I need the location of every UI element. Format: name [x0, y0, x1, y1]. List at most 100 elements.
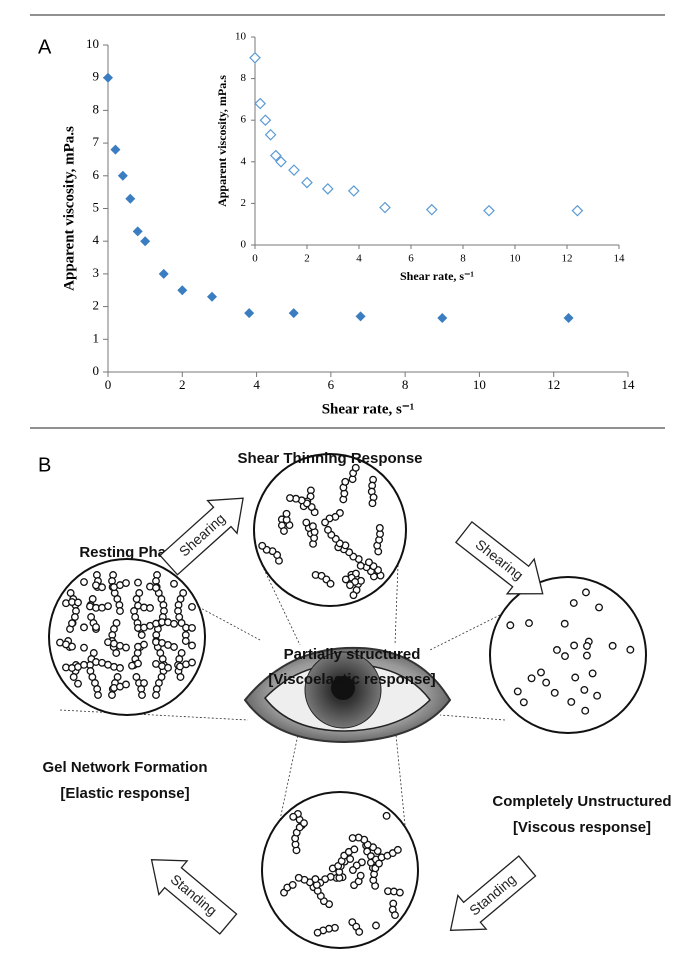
bead	[74, 598, 82, 607]
x-tick-label: 12	[547, 377, 560, 392]
arrow: Shearing	[159, 497, 244, 576]
bead	[152, 583, 160, 592]
connector	[429, 614, 501, 651]
bead	[372, 921, 380, 930]
bead	[137, 631, 146, 639]
arrow-shape	[159, 497, 244, 576]
bead	[506, 621, 515, 630]
x-tick-label: 0	[105, 377, 112, 392]
bead	[570, 641, 579, 650]
bead	[569, 599, 578, 607]
bead	[140, 640, 148, 649]
state-label: Completely Unstructured	[492, 793, 671, 810]
connector	[394, 564, 399, 646]
bead	[560, 619, 569, 628]
x-tick-label: 0	[252, 253, 258, 265]
bead	[375, 524, 384, 532]
x-tick-label: 14	[622, 377, 636, 392]
state-label: Resting Phase	[79, 544, 182, 561]
bead	[346, 855, 355, 863]
bead	[580, 685, 589, 694]
bead	[188, 658, 196, 667]
point	[288, 164, 300, 176]
pupil	[331, 676, 355, 700]
point	[259, 114, 272, 127]
bead	[311, 875, 320, 884]
arrow: Standing	[150, 859, 238, 935]
bead	[138, 691, 146, 699]
bead	[74, 679, 82, 688]
arrow: Standing	[449, 855, 537, 931]
y-tick-label: 2	[241, 197, 247, 209]
diagram: Shear Thinning Response Resting Phase Pa…	[42, 450, 672, 949]
point	[269, 149, 282, 162]
bead	[595, 603, 603, 612]
bead	[116, 664, 124, 672]
state-detail: [Viscous response]	[513, 819, 651, 836]
bead	[395, 888, 404, 897]
point	[288, 308, 299, 319]
bead	[321, 518, 330, 527]
point	[275, 155, 287, 168]
bead	[391, 911, 399, 920]
x-tick-label: 10	[510, 253, 522, 265]
x-tick-label: 14	[614, 253, 626, 265]
bead	[68, 619, 76, 628]
bead	[286, 494, 294, 503]
bead	[356, 561, 365, 570]
bead	[164, 663, 172, 672]
bead	[364, 558, 373, 567]
bead	[80, 578, 88, 586]
bead	[300, 819, 308, 828]
bead	[527, 674, 536, 683]
x-tick-label: 6	[408, 253, 414, 265]
point	[379, 201, 391, 214]
point	[125, 193, 136, 204]
point	[301, 176, 313, 189]
connector	[261, 564, 301, 646]
state-circle	[48, 558, 206, 716]
bead	[513, 687, 522, 696]
point	[158, 268, 169, 279]
bead	[146, 604, 154, 612]
bead	[176, 673, 185, 681]
bead	[92, 623, 100, 631]
bead	[582, 651, 591, 660]
bead	[341, 477, 350, 486]
x-tick-label: 2	[304, 253, 310, 265]
bead	[288, 880, 297, 889]
y-tick-label: 0	[241, 239, 247, 251]
point	[140, 236, 151, 247]
bead	[108, 691, 116, 699]
bead	[132, 595, 141, 603]
y-tick-label: 8	[241, 72, 247, 84]
state-label: Gel Network Formation	[42, 759, 207, 776]
x-axis-label: Shear rate, s⁻¹	[322, 401, 415, 417]
point	[103, 72, 113, 83]
bead	[112, 649, 121, 657]
bead	[581, 706, 590, 715]
x-tick-label: 10	[473, 377, 486, 392]
point	[264, 128, 277, 141]
point	[244, 308, 255, 319]
point	[483, 204, 495, 217]
point	[355, 311, 366, 322]
y-tick-label: 0	[93, 363, 100, 378]
bead	[351, 463, 360, 472]
bead	[188, 641, 196, 650]
bead	[550, 688, 559, 697]
connector	[439, 714, 506, 721]
panel-label: A	[38, 36, 52, 58]
panel-label: B	[38, 454, 51, 476]
bead	[152, 691, 160, 699]
bead	[289, 812, 298, 821]
bead	[519, 698, 528, 707]
point	[571, 204, 584, 217]
point	[177, 285, 188, 296]
bead	[593, 691, 602, 700]
bead	[393, 845, 402, 854]
x-tick-label: 8	[460, 253, 466, 265]
y-tick-label: 4	[241, 155, 247, 167]
bead	[537, 668, 545, 677]
